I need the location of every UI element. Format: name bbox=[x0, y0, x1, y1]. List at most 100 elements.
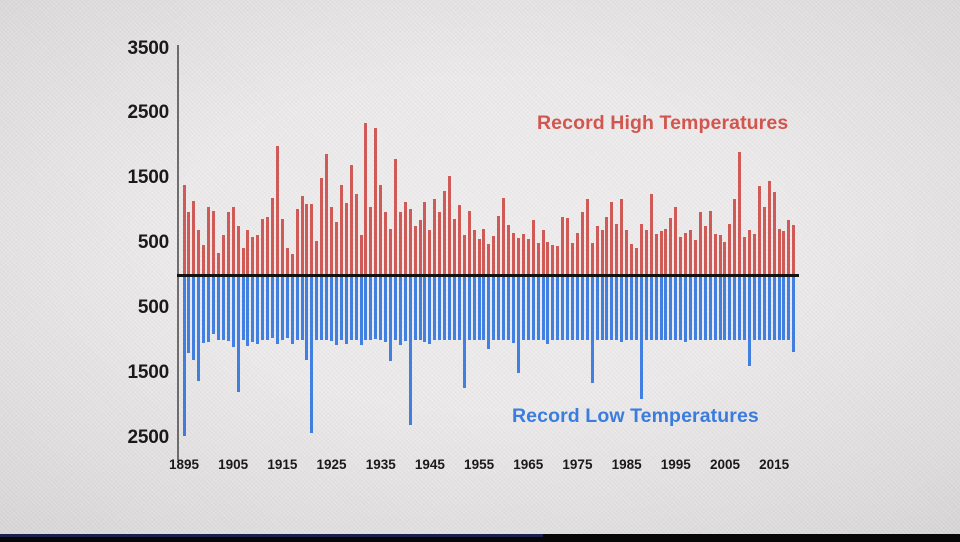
bar-low-1955 bbox=[477, 275, 481, 341]
bar-low-2015 bbox=[772, 275, 776, 341]
bar-high-1899 bbox=[202, 245, 206, 276]
bar-low-1901 bbox=[212, 275, 215, 334]
bar-high-1958 bbox=[492, 235, 496, 276]
bar-high-1925 bbox=[330, 207, 334, 276]
bar-high-1910 bbox=[256, 235, 260, 276]
bar-high-1927 bbox=[339, 184, 343, 276]
bar-high-1944 bbox=[423, 202, 427, 276]
bar-high-1936 bbox=[384, 211, 388, 276]
bar-high-1954 bbox=[472, 230, 476, 276]
bar-low-1895 bbox=[182, 275, 186, 436]
bar-high-1991 bbox=[654, 233, 658, 276]
bar-high-1977 bbox=[585, 198, 589, 276]
bar-high-2004 bbox=[718, 235, 722, 276]
bar-high-1918 bbox=[295, 208, 299, 276]
x-axis-tick-label: 1925 bbox=[316, 457, 347, 472]
x-axis-tick-label: 1905 bbox=[218, 457, 249, 472]
bar-low-1999 bbox=[693, 275, 697, 341]
bar-high-1915 bbox=[280, 219, 284, 276]
bar-high-1952 bbox=[462, 235, 466, 276]
bar-low-2001 bbox=[703, 275, 707, 341]
bar-high-1945 bbox=[428, 230, 432, 276]
bar-low-1959 bbox=[497, 275, 501, 341]
bar-high-1912 bbox=[266, 217, 270, 276]
bar-high-1979 bbox=[595, 226, 599, 276]
bottom-border-accent bbox=[0, 534, 543, 537]
bar-high-1975 bbox=[575, 232, 579, 276]
bar-high-1989 bbox=[644, 230, 648, 276]
bar-high-1990 bbox=[649, 193, 653, 276]
bar-high-1901 bbox=[212, 210, 215, 276]
bar-low-1933 bbox=[369, 275, 373, 341]
bar-low-1946 bbox=[433, 275, 437, 341]
bar-low-1902 bbox=[216, 275, 220, 341]
bar-high-1962 bbox=[512, 233, 515, 276]
y-axis-tick-label: 1500 bbox=[127, 167, 170, 189]
bar-high-1949 bbox=[448, 175, 452, 276]
bar-high-1943 bbox=[418, 220, 422, 276]
bar-low-1974 bbox=[571, 275, 575, 341]
bar-low-1965 bbox=[526, 275, 530, 341]
bar-low-2013 bbox=[762, 275, 766, 341]
bar-high-2005 bbox=[723, 241, 727, 276]
x-axis-tick-label: 1895 bbox=[168, 457, 200, 472]
bar-low-2004 bbox=[718, 275, 722, 341]
bottom-border-rule bbox=[0, 534, 960, 542]
bar-high-1988 bbox=[639, 223, 643, 276]
x-axis-tick-label: 2015 bbox=[759, 457, 790, 472]
bar-low-1934 bbox=[374, 275, 378, 340]
bar-low-1920 bbox=[305, 275, 309, 360]
bar-low-1947 bbox=[438, 275, 442, 341]
bar-low-1908 bbox=[246, 275, 250, 346]
bar-high-1963 bbox=[516, 237, 520, 276]
x-axis-tick-label: 1915 bbox=[267, 457, 298, 472]
bar-low-1948 bbox=[443, 275, 447, 341]
bar-high-1895 bbox=[182, 184, 186, 276]
bar-low-1950 bbox=[452, 275, 456, 341]
bar-high-1902 bbox=[216, 252, 220, 276]
bar-high-1985 bbox=[625, 230, 629, 276]
bar-high-1957 bbox=[487, 244, 491, 276]
bar-high-1931 bbox=[359, 235, 363, 276]
bar-high-1995 bbox=[674, 206, 678, 276]
bar-high-1959 bbox=[497, 215, 501, 276]
legend-label-record-low: Record Low Temperatures bbox=[512, 405, 759, 427]
bar-low-1938 bbox=[393, 275, 397, 341]
bar-low-1957 bbox=[487, 275, 491, 349]
zero-baseline bbox=[177, 274, 799, 277]
bar-low-2010 bbox=[748, 275, 752, 367]
bar-low-1958 bbox=[492, 275, 496, 341]
bar-low-2009 bbox=[743, 275, 747, 341]
bar-low-1980 bbox=[600, 275, 604, 341]
bar-low-1898 bbox=[197, 275, 201, 381]
bar-low-1956 bbox=[482, 275, 486, 341]
bar-low-2017 bbox=[782, 275, 786, 341]
bar-low-2011 bbox=[752, 275, 756, 341]
bar-high-1935 bbox=[379, 184, 383, 276]
bar-high-1994 bbox=[669, 218, 673, 276]
bar-low-1917 bbox=[290, 275, 294, 344]
bar-high-2016 bbox=[777, 228, 781, 276]
bar-high-1928 bbox=[344, 202, 348, 276]
bar-high-2002 bbox=[708, 210, 712, 276]
bar-high-1934 bbox=[374, 128, 378, 276]
bar-high-1913 bbox=[271, 197, 275, 276]
bar-low-1923 bbox=[320, 275, 324, 341]
bar-low-2006 bbox=[728, 275, 732, 341]
bar-low-1924 bbox=[325, 275, 329, 341]
bar-high-1969 bbox=[546, 241, 550, 276]
bar-high-1980 bbox=[600, 230, 604, 276]
bar-high-1997 bbox=[684, 233, 688, 276]
bar-low-1993 bbox=[664, 275, 668, 341]
bar-low-1942 bbox=[413, 275, 417, 341]
bar-high-1999 bbox=[693, 240, 697, 276]
bar-low-1989 bbox=[644, 275, 648, 341]
y-axis-tick-label: 2500 bbox=[127, 426, 170, 448]
bar-low-1971 bbox=[556, 275, 560, 341]
bar-high-2018 bbox=[787, 219, 791, 276]
bar-low-1929 bbox=[349, 275, 353, 340]
bar-low-1939 bbox=[398, 275, 402, 345]
bar-low-1991 bbox=[654, 275, 658, 341]
bar-high-2014 bbox=[767, 181, 771, 276]
